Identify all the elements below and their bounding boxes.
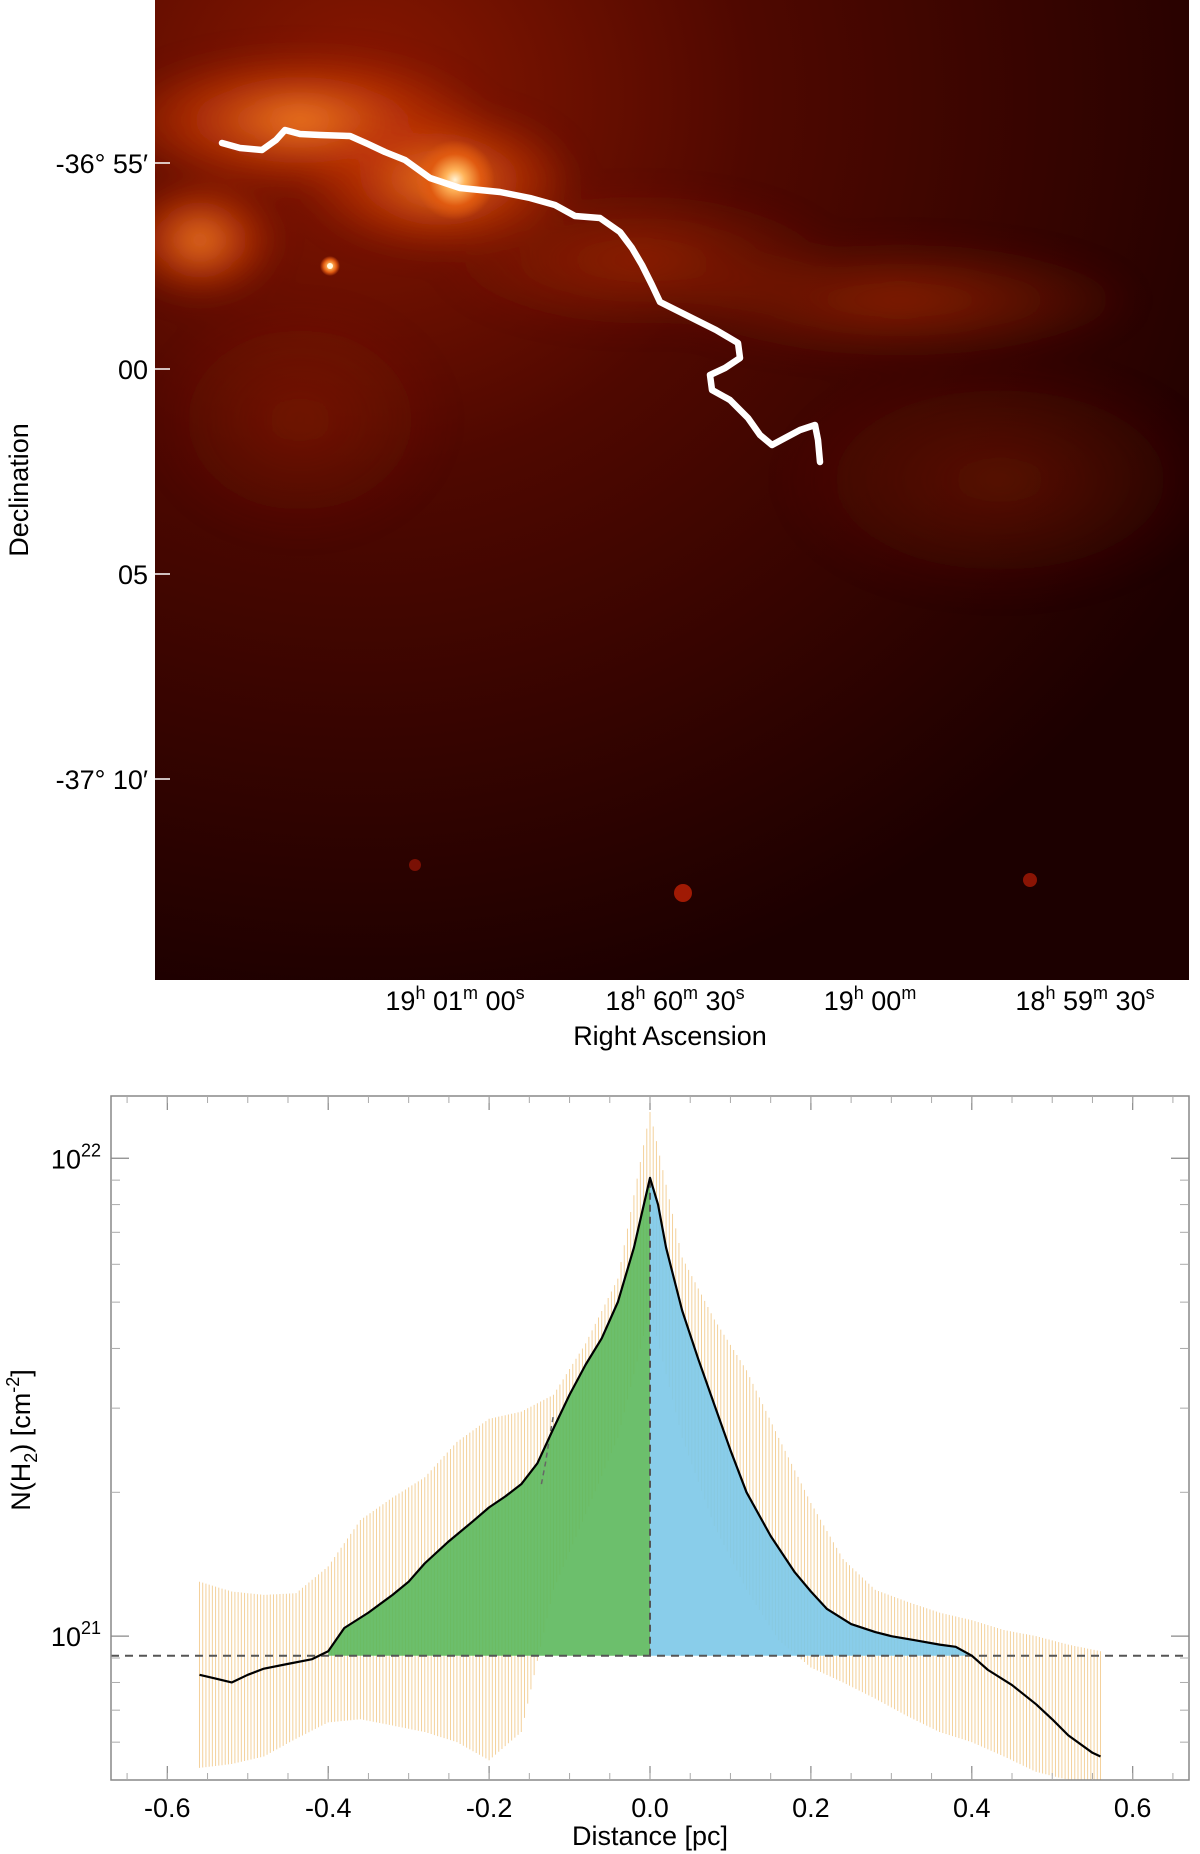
left-half-fill — [328, 1177, 650, 1656]
x-tick-label: 0.2 — [792, 1793, 830, 1823]
dec-tick-label: -37° 10′ — [56, 765, 148, 795]
x-tick-label: -0.4 — [305, 1793, 352, 1823]
profile-line — [199, 1176, 1101, 1758]
sky-map-panel: -36° 55′ 00 05 -37° 10′ Declination 19h … — [4, 0, 1189, 1051]
right-half-fill — [650, 1177, 972, 1656]
sky-map-image — [155, 0, 1189, 980]
axes: -0.6 -0.4 -0.2 0.0 0.2 0.4 0.6 1021 1022 — [51, 1096, 1189, 1823]
x-tick-label: 0.6 — [1114, 1793, 1152, 1823]
x-tick-label: -0.6 — [144, 1793, 191, 1823]
x-axis-label: Distance [pc] — [572, 1821, 728, 1851]
ra-tick-label: 19h 01m 00s — [385, 983, 524, 1016]
x-tick-label: -0.2 — [466, 1793, 513, 1823]
y-axis-label: N(H2) [cm-2] — [3, 1369, 41, 1511]
profile-panel: -0.6 -0.4 -0.2 0.0 0.2 0.4 0.6 1021 1022 Distanc… — [3, 1095, 1190, 1851]
x-tick-label: 0.0 — [631, 1793, 669, 1823]
plot-area — [111, 1111, 1189, 1780]
ra-tick-label: 18h 60m 30s — [605, 983, 744, 1016]
dec-tick-label: 00 — [118, 355, 148, 385]
dec-axis-label: Declination — [4, 423, 34, 557]
dec-tick-label: -36° 55′ — [56, 149, 148, 179]
sky-map-ticks — [155, 162, 170, 780]
dec-tick-label: 05 — [118, 560, 148, 590]
y-tick-label: 1021 — [51, 1618, 101, 1652]
x-tick-label: 0.4 — [953, 1793, 991, 1823]
ra-tick-label: 18h 59m 30s — [1015, 983, 1154, 1016]
ra-tick-label: 19h 00m — [824, 983, 917, 1016]
fit-dashed-line — [540, 1415, 555, 1485]
y-tick-label: 1022 — [51, 1140, 101, 1174]
ra-axis-label: Right Ascension — [573, 1021, 767, 1051]
filament-spine — [218, 126, 824, 466]
